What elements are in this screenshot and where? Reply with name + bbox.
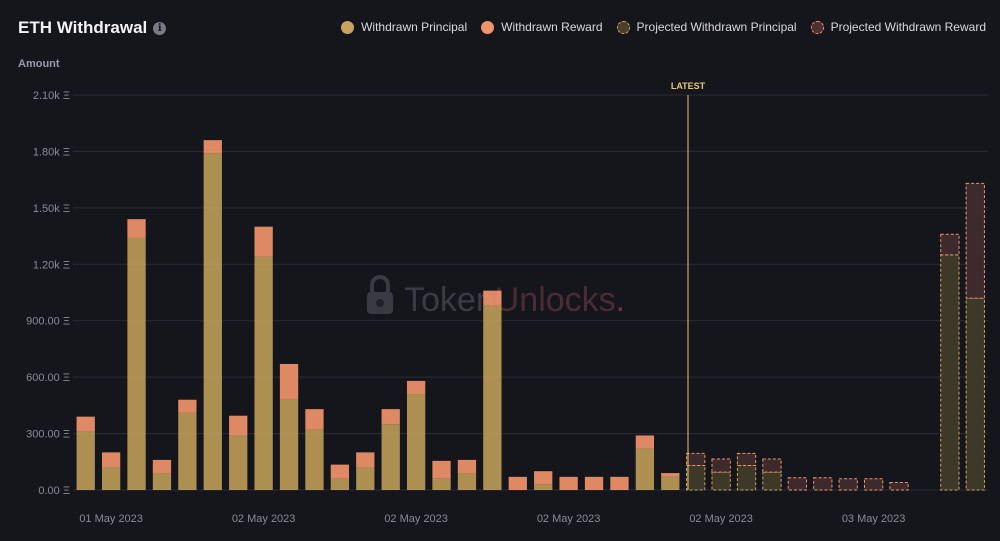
bar-withdrawn-principal-1 [101, 467, 121, 490]
bar-projected-withdrawn-reward-27 [762, 458, 782, 473]
bar-projected-withdrawn-reward-24 [686, 452, 706, 467]
bar-projected-withdrawn-reward-29 [813, 477, 833, 491]
bar-withdrawn-principal-16 [483, 305, 502, 490]
x-tick-label: 02 May 2023 [232, 513, 296, 525]
bar-projected-withdrawn-reward-35 [965, 182, 985, 299]
bar-withdrawn-principal-18 [534, 484, 553, 490]
bar-withdrawn-principal-11 [356, 467, 375, 490]
bar-withdrawn-reward-2 [127, 219, 146, 238]
bar-withdrawn-reward-4 [178, 399, 197, 413]
bar-withdrawn-reward-15 [457, 459, 477, 474]
bar-withdrawn-reward-23 [661, 473, 680, 477]
y-tick-label: 900.00 Ξ [26, 316, 70, 328]
y-axis-label: Amount [18, 58, 60, 70]
watermark-text-c: . [616, 281, 625, 319]
bar-withdrawn-reward-1 [101, 452, 121, 468]
bar-withdrawn-principal-10 [330, 478, 350, 490]
y-tick-label: 0.00 Ξ [38, 485, 70, 497]
legend-item-3[interactable]: Projected Withdrawn Reward [810, 20, 986, 34]
x-tick-label: 03 May 2023 [842, 513, 906, 525]
bar-withdrawn-principal-15 [457, 473, 477, 490]
bar-withdrawn-reward-16 [483, 290, 502, 306]
bar-projected-withdrawn-reward-30 [838, 478, 858, 491]
bar-withdrawn-reward-10 [330, 464, 350, 479]
bar-withdrawn-principal-8 [279, 399, 299, 490]
bar-withdrawn-reward-0 [76, 416, 95, 432]
legend-swatch [616, 20, 630, 34]
legend-swatch [341, 20, 355, 34]
watermark-text-b: Unlocks [495, 281, 616, 319]
bar-withdrawn-principal-5 [203, 153, 222, 491]
bar-withdrawn-reward-17 [508, 476, 527, 490]
watermark: TokenUnlocks. [367, 275, 625, 319]
y-tick-label: 1.20k Ξ [33, 259, 70, 271]
x-tick-label: 02 May 2023 [537, 513, 601, 525]
bar-withdrawn-principal-9 [305, 429, 324, 490]
y-tick-label: 300.00 Ξ [26, 429, 70, 441]
bar-projected-withdrawn-reward-26 [736, 452, 757, 467]
bar-projected-withdrawn-principal-34 [940, 254, 960, 491]
bar-withdrawn-reward-3 [152, 459, 172, 474]
bar-projected-withdrawn-principal-26 [736, 465, 757, 491]
bar-projected-withdrawn-principal-25 [711, 471, 731, 491]
bar-withdrawn-principal-0 [76, 431, 95, 490]
legend-item-1[interactable]: Withdrawn Reward [481, 20, 603, 34]
x-tick-label: 01 May 2023 [79, 513, 143, 525]
chart-title: ETH Withdrawal [18, 18, 148, 37]
bar-withdrawn-principal-12 [381, 424, 400, 490]
bar-withdrawn-reward-13 [406, 380, 426, 395]
bar-withdrawn-principal-2 [127, 237, 146, 490]
bar-withdrawn-reward-21 [610, 476, 629, 490]
watermark-text-a: Token [404, 281, 495, 319]
legend-item-0[interactable]: Withdrawn Principal [341, 20, 467, 34]
bar-withdrawn-reward-6 [229, 415, 248, 436]
bar-projected-withdrawn-principal-24 [686, 465, 706, 491]
bar-withdrawn-reward-14 [432, 460, 451, 479]
bar-withdrawn-reward-11 [356, 452, 375, 468]
legend-label: Withdrawn Principal [361, 20, 468, 34]
bar-withdrawn-principal-4 [178, 412, 197, 490]
legend-swatch [481, 20, 495, 34]
y-tick-label: 600.00 Ξ [26, 372, 70, 384]
bar-projected-withdrawn-reward-28 [787, 477, 808, 491]
bar-withdrawn-reward-20 [584, 476, 604, 490]
bar-withdrawn-reward-19 [559, 476, 578, 490]
legend-item-2[interactable]: Projected Withdrawn Principal [616, 20, 797, 34]
bar-projected-withdrawn-reward-34 [940, 233, 960, 256]
legend-swatch [810, 20, 824, 34]
chart-legend: Withdrawn Principal Withdrawn Reward Proje… [341, 20, 986, 34]
bar-projected-withdrawn-principal-35 [965, 297, 985, 491]
svg-text:TokenUnlocks.: TokenUnlocks. [404, 281, 625, 319]
info-icon[interactable]: i [153, 21, 167, 35]
bar-withdrawn-reward-9 [305, 409, 324, 430]
bar-withdrawn-reward-5 [203, 140, 222, 154]
y-tick-label: 2.10k Ξ [33, 90, 70, 102]
bar-withdrawn-principal-6 [229, 435, 248, 490]
bar-withdrawn-principal-23 [661, 476, 680, 490]
legend-label: Projected Withdrawn Reward [830, 20, 986, 34]
y-tick-label: 1.80k Ξ [33, 146, 70, 158]
legend-label: Withdrawn Reward [501, 20, 603, 34]
y-tick-label: 1.50k Ξ [33, 203, 70, 215]
x-tick-label: 02 May 2023 [689, 513, 753, 525]
x-tick-label: 02 May 2023 [384, 513, 448, 525]
bar-projected-withdrawn-reward-25 [711, 458, 731, 473]
bar-withdrawn-reward-7 [254, 226, 273, 257]
bar-withdrawn-reward-12 [381, 409, 400, 425]
bar-withdrawn-principal-3 [152, 473, 172, 490]
legend-label: Projected Withdrawn Principal [636, 20, 797, 34]
bar-projected-withdrawn-reward-31 [863, 478, 884, 491]
chart-header: ETH Withdrawal i [18, 18, 167, 38]
bar-withdrawn-principal-14 [432, 478, 451, 490]
bar-withdrawn-principal-13 [406, 394, 426, 490]
bar-withdrawn-principal-7 [254, 256, 273, 490]
bar-projected-withdrawn-reward-32 [889, 481, 909, 491]
bar-withdrawn-reward-8 [279, 363, 299, 400]
bar-projected-withdrawn-principal-27 [762, 471, 782, 491]
latest-label: LATEST [671, 81, 706, 91]
bar-withdrawn-principal-22 [635, 448, 655, 490]
bar-withdrawn-reward-22 [635, 435, 655, 449]
bar-withdrawn-reward-18 [534, 471, 553, 485]
